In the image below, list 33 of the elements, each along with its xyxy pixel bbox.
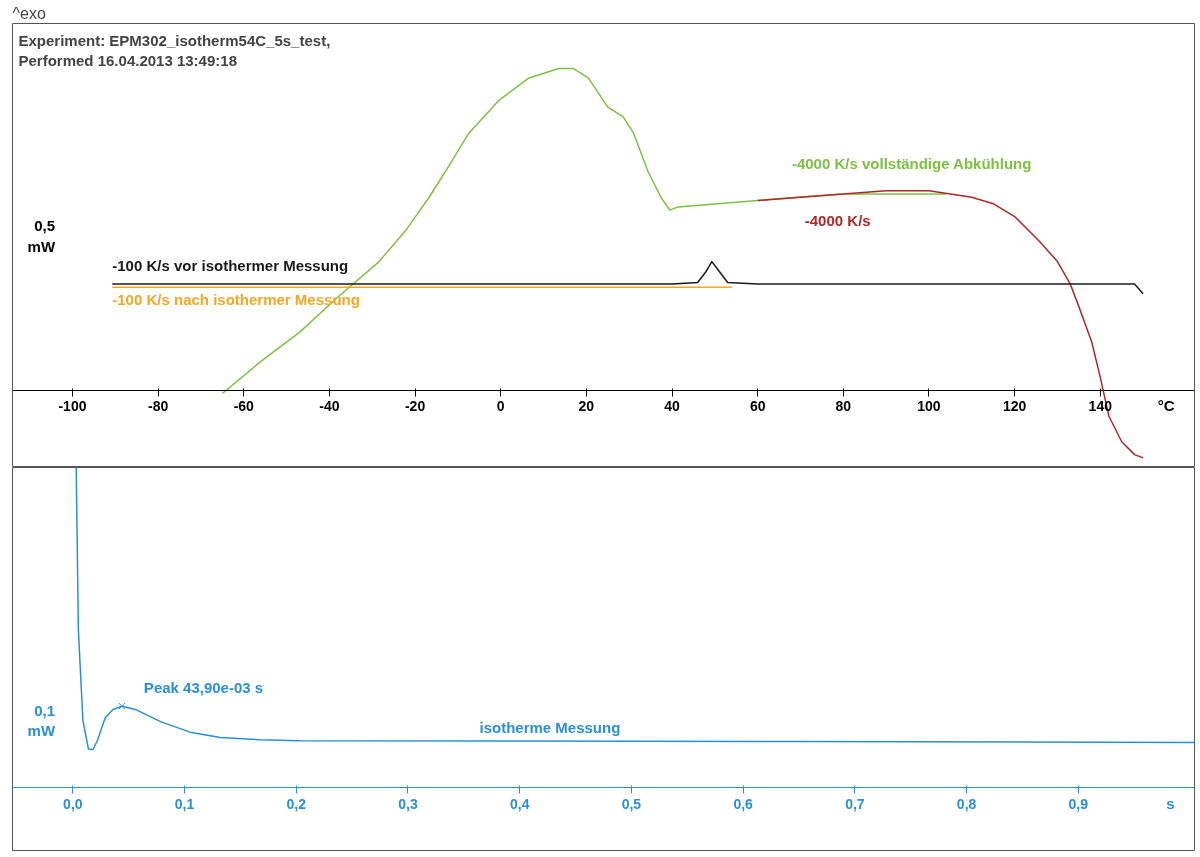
x-tick-label: 0,6 (733, 795, 754, 812)
annotation: 0,5 mW (27, 217, 56, 255)
series-label: -4000 K/s (804, 212, 871, 230)
x-tick-label: -80 (147, 398, 169, 415)
x-tick-label: -20 (404, 398, 426, 415)
x-tick-label: 0,0 (63, 795, 83, 812)
x-tick-label: 0,5 (621, 795, 642, 812)
x-tick-label: 0,4 (509, 795, 530, 812)
x-axis-title: s (1166, 794, 1175, 812)
x-tick-label: 20 (578, 398, 595, 415)
x-tick-label: 60 (749, 398, 766, 415)
text: ^exo (12, 4, 46, 22)
x-tick-label: 0,1 (174, 795, 195, 812)
series-label: -100 K/s vor isothermer Messung (112, 257, 349, 275)
annotation: Peak 43,90e-03 s (143, 679, 264, 697)
x-tick-label: -100 (58, 398, 87, 415)
x-tick-label: 0,7 (845, 795, 865, 812)
x-tick-label: 100 (917, 398, 941, 415)
x-tick-label: 40 (664, 398, 681, 415)
chart-title: Experiment: EPM302_isotherm54C_5s_test, Performed 16.04.2013 13:49:18 (18, 31, 331, 69)
x-tick-label: -60 (233, 398, 255, 415)
x-tick-label: -40 (319, 398, 340, 415)
series-label: isotherme Messung (479, 719, 621, 737)
x-tick-label: 0,2 (286, 795, 307, 812)
x-tick-label: 0 (496, 398, 505, 415)
series-label: -4000 K/s vollständige Abkühlung (791, 154, 1032, 172)
annotation: 0,1 mW (27, 701, 56, 739)
x-axis-title: °C (1157, 397, 1175, 415)
x-tick-label: 0,3 (398, 795, 418, 812)
x-tick-label: 0,9 (1068, 795, 1089, 812)
x-tick-label: 120 (1002, 398, 1027, 415)
x-tick-label: 0,8 (956, 795, 977, 812)
x-tick-label: 80 (835, 398, 852, 415)
